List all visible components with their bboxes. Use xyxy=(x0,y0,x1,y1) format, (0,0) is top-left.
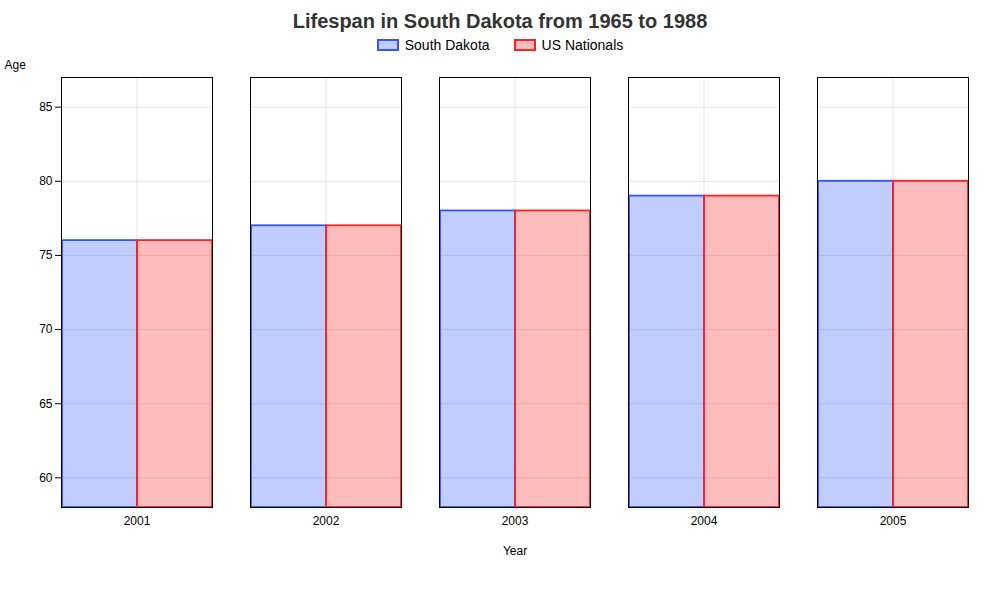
svg-text:Year: Year xyxy=(503,544,527,558)
html-text:South Dakota: South Dakota xyxy=(404,37,490,53)
svg-text:70: 70 xyxy=(39,322,53,336)
svg-text:85: 85 xyxy=(39,100,53,114)
svg-text:2005: 2005 xyxy=(880,514,907,528)
svg-text:80: 80 xyxy=(39,174,53,188)
svg-text:65: 65 xyxy=(39,397,53,411)
svg-text:2001: 2001 xyxy=(124,514,151,528)
svg-text:75: 75 xyxy=(39,248,53,262)
html-text:Lifespan in South Dakota from: Lifespan in South Dakota from 1965 to 19… xyxy=(292,10,708,32)
svg-text:2002: 2002 xyxy=(313,514,340,528)
svg-text:60: 60 xyxy=(39,471,53,485)
html-text:US Nationals: US Nationals xyxy=(541,37,624,53)
svg-text:Age: Age xyxy=(5,58,27,72)
svg-text:2004: 2004 xyxy=(691,514,718,528)
svg-text:2003: 2003 xyxy=(502,514,529,528)
